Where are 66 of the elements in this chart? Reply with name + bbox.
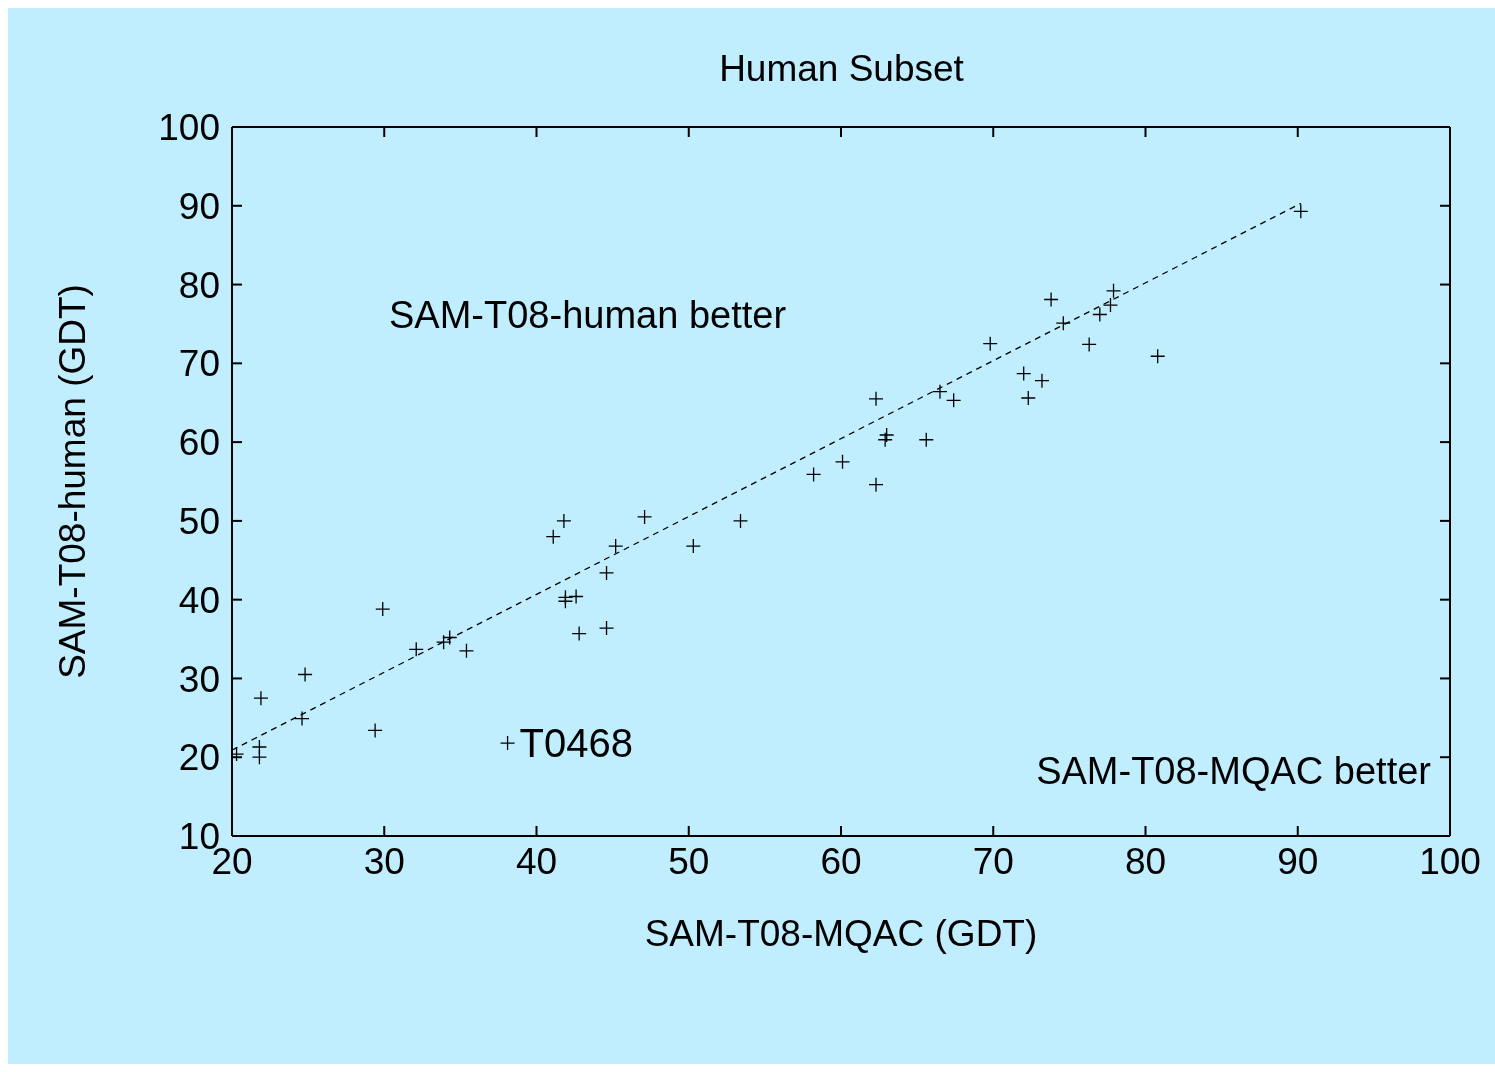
point [499,735,516,751]
point [1102,297,1119,313]
point [805,466,822,483]
annotation: SAM-T08-human better [389,294,787,337]
point [918,432,934,448]
x-tick-label: 50 [668,841,710,883]
point [557,589,574,605]
point [458,643,475,659]
point [442,629,458,646]
point [1293,203,1309,219]
point [732,513,749,529]
point [1034,373,1050,389]
x-tick-label: 30 [363,841,405,883]
x-tick-label: 100 [1419,841,1481,883]
x-axis-title: SAM-T08-MQAC (GDT) [644,913,1038,954]
x-tick-label: 90 [1277,841,1319,883]
y-tick-label: 60 [178,422,220,464]
x-tick-label: 80 [1124,841,1167,883]
point [251,749,268,765]
point [1055,315,1071,331]
x-tick-label: 40 [515,841,558,883]
point [1150,348,1166,364]
point [297,666,313,683]
point [868,477,884,493]
y-tick-label: 50 [178,501,220,543]
point [367,722,383,739]
point [685,538,701,554]
point [1081,336,1097,353]
point [877,432,893,448]
point [408,641,424,657]
point [834,454,851,470]
x-tick-label: 70 [972,841,1014,883]
y-axis-title: SAM-T08-human (GDT) [52,284,94,679]
chart-title: Human Subset [718,48,965,90]
point [556,513,572,529]
point [253,690,269,706]
y-tick-label: 70 [178,343,220,385]
point [946,392,962,409]
point [1092,306,1108,323]
x-tick-label: 60 [820,841,862,883]
point [1105,283,1122,299]
point [435,634,452,650]
point [598,620,615,636]
point [375,601,391,617]
point [982,335,998,352]
y-tick-label: 90 [178,185,220,227]
point [1043,291,1059,308]
y-tick-label: 20 [178,737,220,779]
point [868,391,884,407]
point [932,384,948,400]
point [568,588,584,605]
y-tick-label: 100 [158,107,220,149]
y-tick-label: 30 [178,658,220,700]
annotation: T0468 [519,721,633,766]
y-tick-label: 80 [178,264,220,306]
point [879,427,895,443]
point [545,528,561,545]
point [571,625,587,642]
point [598,565,615,581]
point [608,538,624,554]
point [294,710,310,727]
y-tick-label: 40 [178,579,220,621]
point [1016,365,1032,382]
point [636,509,653,525]
annotation: SAM-T08-MQAC better [1036,750,1431,793]
point [1020,390,1036,406]
